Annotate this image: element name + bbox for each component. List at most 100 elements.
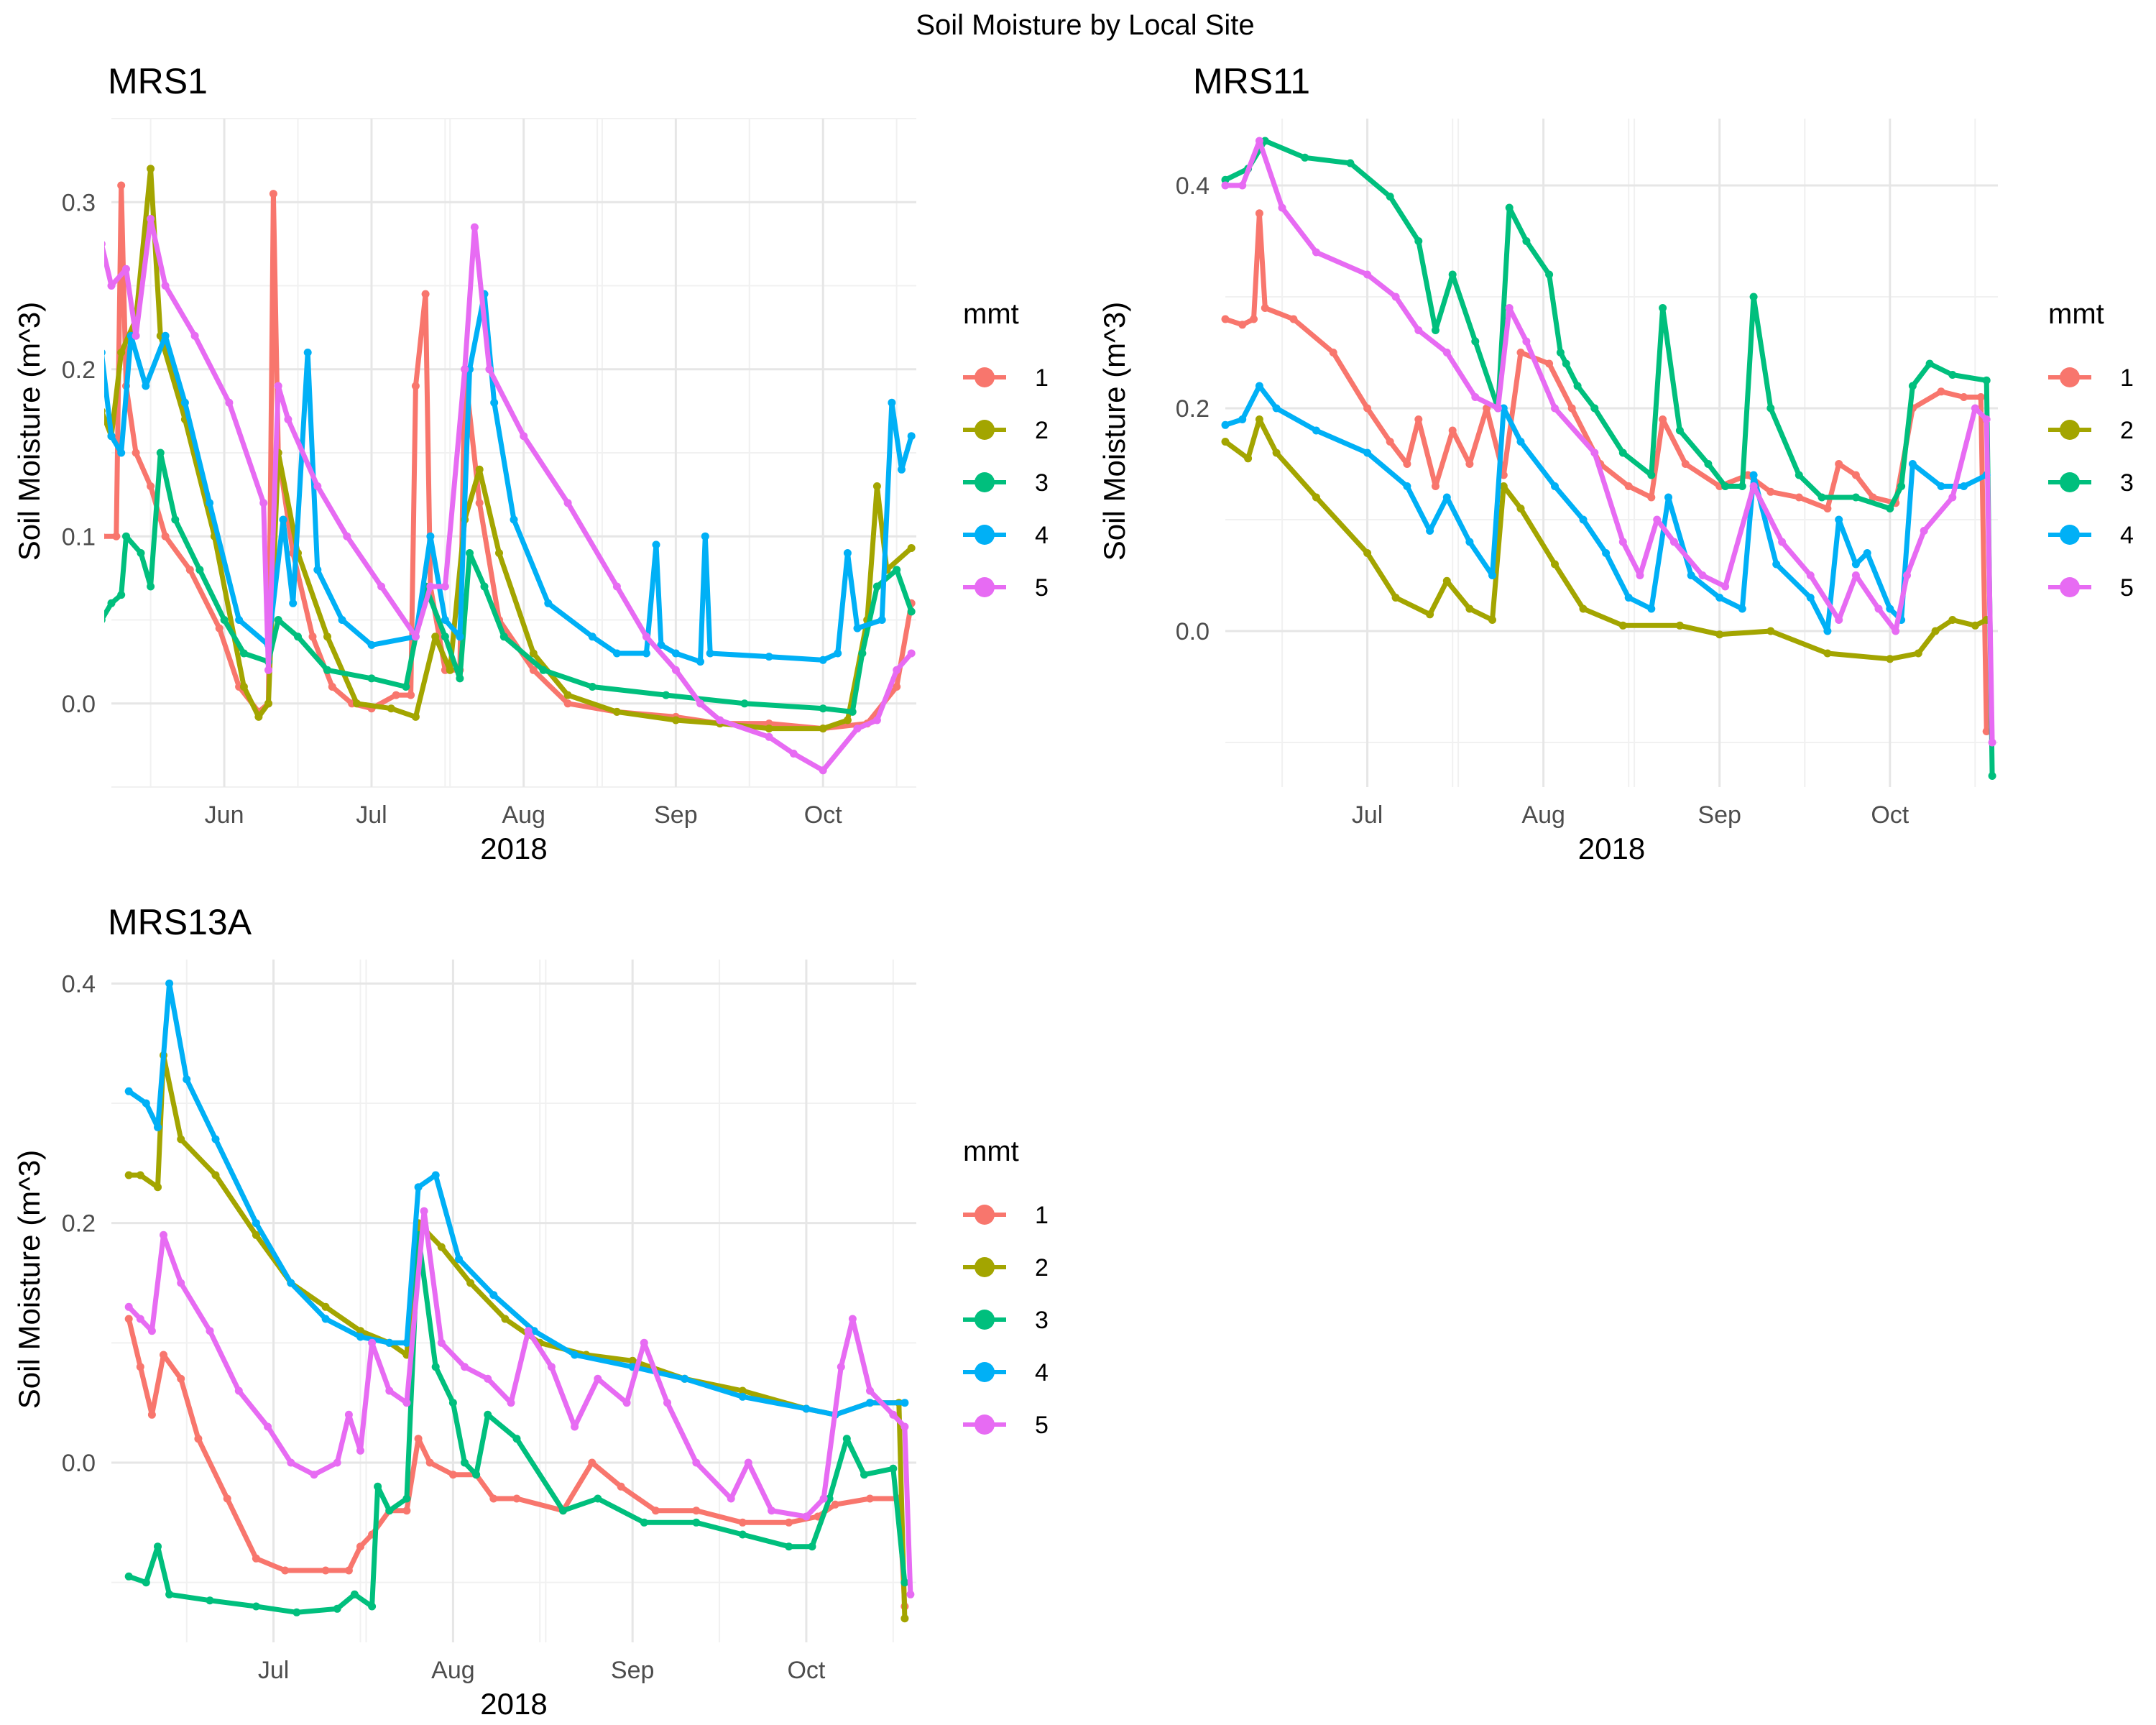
data-point-mmt-5 xyxy=(132,331,140,340)
legend: mmt 1 2 3 4 5 xyxy=(963,298,1049,602)
data-point-mmt-2 xyxy=(738,1386,747,1395)
data-point-mmt-5 xyxy=(124,1302,133,1311)
data-point-mmt-5 xyxy=(837,1363,845,1371)
data-point-mmt-4 xyxy=(1863,549,1871,557)
data-point-mmt-4 xyxy=(180,398,189,407)
data-point-mmt-3 xyxy=(893,566,901,574)
data-point-mmt-4 xyxy=(287,1279,295,1287)
data-point-mmt-3 xyxy=(367,674,376,683)
data-point-mmt-5 xyxy=(1698,571,1707,579)
data-point-mmt-3 xyxy=(1505,203,1514,212)
data-point-mmt-2 xyxy=(387,704,395,713)
data-point-mmt-5 xyxy=(461,1363,469,1371)
legend-key-dot xyxy=(2060,577,2080,597)
data-point-mmt-4 xyxy=(1551,482,1559,490)
data-point-mmt-5 xyxy=(744,1458,752,1467)
panel-3: MRS13A 0.0 0.2 0.4 Jul Aug Sep Oct 2018 Soil Mois… xyxy=(12,902,1049,1721)
data-point-mmt-2 xyxy=(843,716,852,724)
data-point-mmt-4 xyxy=(657,640,665,649)
data-point-mmt-1 xyxy=(1567,404,1576,413)
data-point-mmt-1 xyxy=(160,1351,167,1359)
data-point-mmt-4 xyxy=(107,432,116,441)
y-axis-title: Soil Moisture (m^3) xyxy=(1097,302,1131,561)
data-point-mmt-3 xyxy=(117,591,126,599)
legend-label: 1 xyxy=(2120,364,2134,392)
data-point-mmt-4 xyxy=(834,649,842,658)
data-point-mmt-2 xyxy=(819,724,827,733)
legend-label: 1 xyxy=(1035,364,1049,392)
data-point-mmt-5 xyxy=(1971,404,1979,413)
data-point-mmt-2 xyxy=(1516,505,1525,512)
data-point-mmt-4 xyxy=(313,566,322,574)
data-point-mmt-1 xyxy=(411,382,420,390)
data-point-mmt-3 xyxy=(137,549,145,557)
data-point-mmt-3 xyxy=(872,582,881,591)
data-point-mmt-1 xyxy=(1937,387,1945,396)
data-point-mmt-4 xyxy=(1806,594,1815,602)
data-point-mmt-3 xyxy=(374,1482,382,1491)
data-point-mmt-3 xyxy=(147,582,155,591)
data-point-mmt-5 xyxy=(470,223,479,231)
x-tick-label: Oct xyxy=(787,1657,825,1684)
data-point-mmt-5 xyxy=(368,1338,377,1347)
data-point-mmt-3 xyxy=(1948,371,1957,379)
data-point-mmt-5 xyxy=(1669,538,1678,546)
data-point-mmt-3 xyxy=(456,674,464,683)
data-point-mmt-5 xyxy=(1636,571,1644,579)
data-point-mmt-3 xyxy=(1675,426,1684,435)
data-point-mmt-5 xyxy=(727,1494,735,1503)
legend: mmt 1 2 3 4 5 xyxy=(2048,298,2134,602)
data-point-mmt-1 xyxy=(185,566,194,574)
data-point-mmt-3 xyxy=(900,1578,909,1587)
data-point-mmt-1 xyxy=(269,190,277,198)
data-point-mmt-1 xyxy=(1545,359,1554,368)
legend-key-dot xyxy=(2060,367,2080,387)
data-point-mmt-3 xyxy=(154,1542,162,1551)
data-point-mmt-1 xyxy=(1363,404,1372,413)
legend-key-dot xyxy=(975,1310,995,1330)
data-point-mmt-4 xyxy=(907,432,916,441)
data-point-mmt-5 xyxy=(853,724,862,733)
data-point-mmt-5 xyxy=(190,331,199,340)
data-point-mmt-5 xyxy=(377,582,386,591)
data-point-mmt-4 xyxy=(1960,482,1968,490)
data-point-mmt-2 xyxy=(211,1171,220,1179)
legend-key-dot xyxy=(2060,525,2080,545)
data-point-mmt-3 xyxy=(294,632,302,641)
x-tick-label: Sep xyxy=(1697,801,1741,829)
data-point-mmt-2 xyxy=(900,1614,909,1623)
data-point-mmt-4 xyxy=(117,448,126,457)
data-point-mmt-4 xyxy=(588,632,596,641)
data-point-mmt-3 xyxy=(466,549,474,557)
data-point-mmt-2 xyxy=(1488,616,1496,624)
legend: mmt 1 2 3 4 5 xyxy=(963,1136,1049,1439)
data-point-mmt-1 xyxy=(161,532,170,540)
plot-area xyxy=(124,979,915,1623)
data-point-mmt-2 xyxy=(1823,649,1832,658)
data-point-mmt-1 xyxy=(1329,349,1337,356)
data-point-mmt-3 xyxy=(1414,237,1423,245)
data-point-mmt-4 xyxy=(696,658,704,666)
data-point-mmt-1 xyxy=(1795,493,1803,502)
data-point-mmt-3 xyxy=(588,683,596,691)
y-tick-label: 0.0 xyxy=(62,691,96,718)
data-point-mmt-3 xyxy=(484,1410,492,1419)
data-point-mmt-3 xyxy=(1545,270,1554,279)
data-point-mmt-2 xyxy=(356,1327,364,1335)
data-point-mmt-3 xyxy=(907,607,916,616)
x-tick-label: Oct xyxy=(804,801,842,829)
data-point-mmt-1 xyxy=(489,1494,498,1503)
data-point-mmt-4 xyxy=(356,1333,364,1341)
data-point-mmt-4 xyxy=(1823,627,1832,635)
data-point-mmt-1 xyxy=(893,683,901,691)
data-point-mmt-1 xyxy=(1403,460,1411,468)
data-point-mmt-5 xyxy=(1414,326,1423,334)
data-point-mmt-4 xyxy=(289,599,298,607)
data-point-mmt-3 xyxy=(368,1602,377,1611)
data-point-mmt-3 xyxy=(1573,382,1582,390)
data-point-mmt-5 xyxy=(594,1374,602,1383)
data-point-mmt-4 xyxy=(142,382,150,390)
x-axis-title: 2018 xyxy=(480,832,547,865)
data-point-mmt-4 xyxy=(1647,604,1656,613)
data-point-mmt-2 xyxy=(264,699,272,708)
